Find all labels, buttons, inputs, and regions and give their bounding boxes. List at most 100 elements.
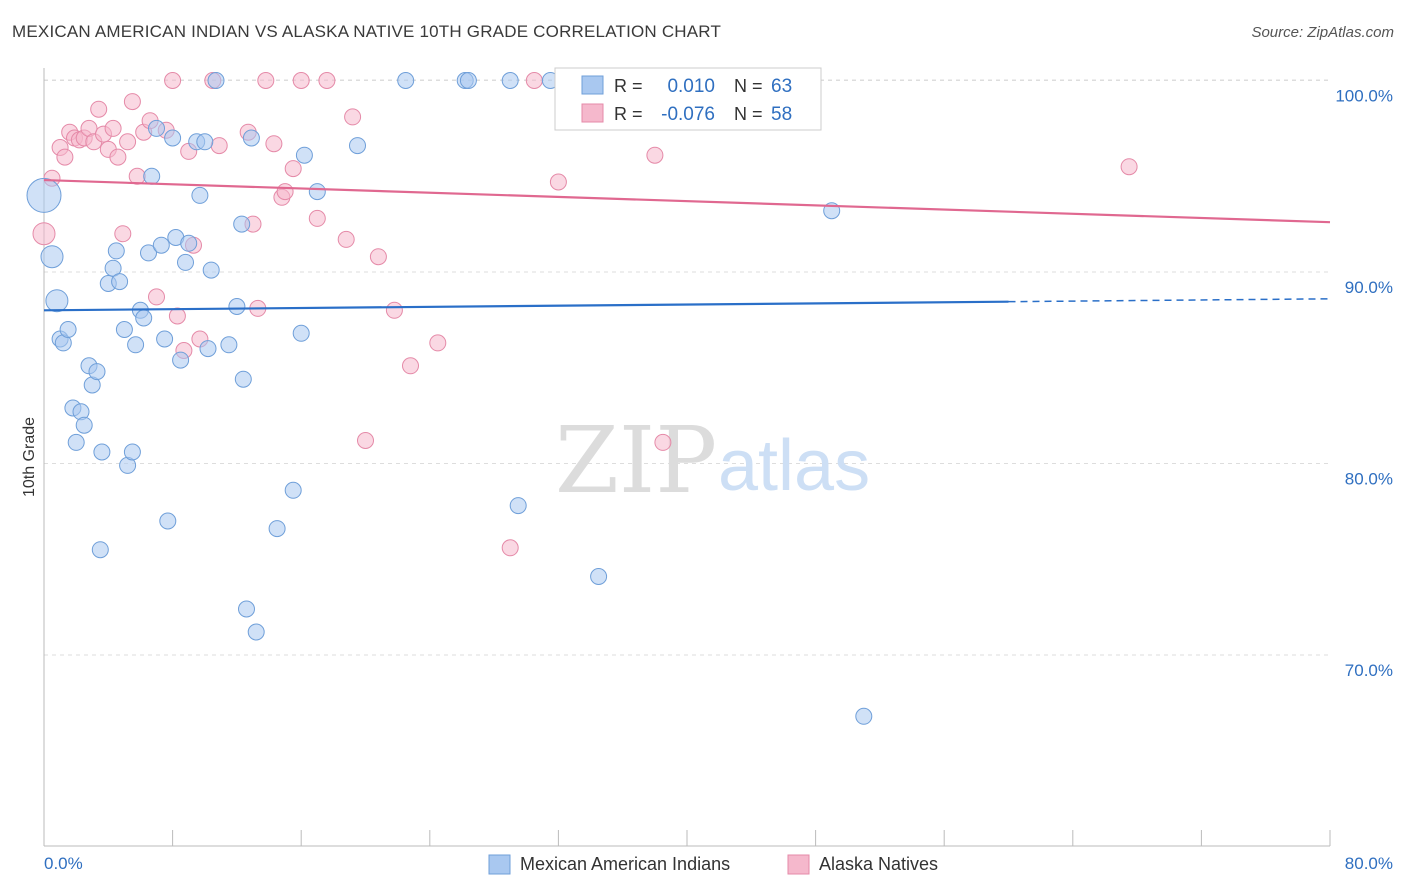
mexican-american-indians-point-17 xyxy=(107,242,125,260)
mexican-american-indians-point-37 xyxy=(191,186,209,204)
y-tick-labels: 70.0% 80.0% 90.0% 100.0% xyxy=(1335,87,1393,681)
mexican-american-indians-point-51 xyxy=(292,324,310,342)
alaska-natives-point-21 xyxy=(148,288,165,306)
y-tick-label-70: 70.0% xyxy=(1345,661,1393,680)
alaska-natives-point-23 xyxy=(164,72,182,89)
alaska-natives-point-44 xyxy=(357,432,374,449)
alaska-natives-trend-line xyxy=(43,178,1331,224)
alaska-natives-point-17 xyxy=(123,93,141,111)
mexican-american-indians-point-9 xyxy=(75,416,93,434)
stats-r-value-blue: 0.010 xyxy=(667,76,715,97)
alaska-natives-point-42 xyxy=(337,230,355,248)
mexican-american-indians-point-42 xyxy=(220,336,238,354)
mexican-american-indians-point-50 xyxy=(284,481,302,499)
y-tick-label-90: 90.0% xyxy=(1345,278,1393,297)
mexican-american-indians-point-27 xyxy=(148,119,165,137)
alaska-natives-point-24 xyxy=(168,307,186,325)
alaska-natives-point-57 xyxy=(1120,158,1138,176)
mexican-american-indians-point-44 xyxy=(233,215,251,233)
mexican-american-indians-point-59 xyxy=(509,497,527,515)
stats-r-label-blue: R = xyxy=(614,76,643,96)
mexican-american-indians-point-22 xyxy=(127,336,145,354)
mexican-american-indians-point-33 xyxy=(172,351,190,369)
mexican-american-indians-point-1 xyxy=(40,245,64,269)
legend-label-mexican-american-indians: Mexican American Indians xyxy=(520,854,730,874)
alaska-natives-point-40 xyxy=(308,209,326,227)
alaska-natives-point-3 xyxy=(56,148,74,166)
mexican-american-indians-point-57 xyxy=(459,72,477,89)
mexican-american-indians-point-13 xyxy=(91,541,109,559)
watermark-atlas: atlas xyxy=(718,426,870,506)
mexican-american-indians-point-7 xyxy=(67,433,85,451)
mexican-american-indians-point-0 xyxy=(26,177,62,213)
mexican-american-indians-point-24 xyxy=(135,309,153,327)
source-label: Source: ZipAtlas.com xyxy=(1251,24,1394,41)
y-tick-label-100: 100.0% xyxy=(1335,87,1393,106)
mexican-american-indians-point-40 xyxy=(202,261,220,279)
alaska-natives-point-41 xyxy=(318,72,336,89)
mexican-american-indians-point-58 xyxy=(501,72,519,89)
alaska-natives-point-49 xyxy=(501,539,519,557)
x-tick-label-min: 0.0% xyxy=(44,854,83,873)
alaska-natives-point-50 xyxy=(525,72,543,89)
y-axis-label: 10th Grade xyxy=(21,417,38,497)
alaska-natives-point-15 xyxy=(114,225,132,243)
mexican-american-indians-point-55 xyxy=(397,72,415,89)
mexican-american-indians-point-54 xyxy=(349,137,366,155)
alaska-natives-point-46 xyxy=(385,301,403,319)
alaska-natives-point-48 xyxy=(429,334,447,352)
mexican-american-indians-point-26 xyxy=(143,167,161,185)
mexican-american-indians-point-34 xyxy=(177,253,194,271)
mexican-american-indians-point-29 xyxy=(156,330,174,348)
legend-swatch-mexican-american-indians[interactable] xyxy=(488,854,511,875)
mexican-american-indians-point-52 xyxy=(295,146,313,164)
mexican-american-indians-point-49 xyxy=(268,520,286,538)
mexican-american-indians-point-18 xyxy=(111,273,129,291)
mexican-american-indians-point-38 xyxy=(196,133,214,151)
alaska-natives-point-30 xyxy=(210,137,228,155)
mexican-american-indians-point-35 xyxy=(180,234,198,252)
alaska-natives-point-43 xyxy=(344,108,362,126)
stats-n-value-pink: 58 xyxy=(771,104,792,125)
stats-legend: R = 0.010 N = 63 R = -0.076 N = 58 xyxy=(554,67,822,131)
mexican-american-indians-point-41 xyxy=(207,72,225,89)
mexican-american-indians-point-30 xyxy=(159,512,177,530)
bottom-legend: Mexican American Indians Alaska Natives xyxy=(488,854,938,875)
mexican-american-indians-point-45 xyxy=(234,370,252,388)
alaska-natives-point-35 xyxy=(265,135,283,153)
mexican-american-indians-point-31 xyxy=(164,129,182,147)
alaska-natives-point-38 xyxy=(284,160,302,178)
alaska-natives-point-53 xyxy=(654,433,672,451)
stats-n-label-blue: N = xyxy=(734,76,763,96)
alaska-natives-point-47 xyxy=(402,357,419,375)
mexican-american-indians-point-12 xyxy=(88,363,106,381)
alaska-natives-point-16 xyxy=(119,133,137,151)
stats-legend-swatch-blue xyxy=(581,75,604,95)
mexican-american-indians-point-39 xyxy=(199,340,217,358)
mexican-american-indians-point-25 xyxy=(140,244,157,262)
stats-legend-swatch-pink xyxy=(581,103,604,123)
chart-title: MEXICAN AMERICAN INDIAN VS ALASKA NATIVE… xyxy=(12,22,722,41)
mexican-american-indians-point-48 xyxy=(247,623,265,641)
mexican-american-indians-point-2 xyxy=(45,289,69,313)
mexican-american-indians-trend-extension xyxy=(1008,298,1331,303)
alaska-natives-point-45 xyxy=(369,248,387,266)
legend-swatch-alaska-natives[interactable] xyxy=(787,854,810,875)
alaska-natives-point-51 xyxy=(549,173,567,191)
alaska-natives-point-39 xyxy=(292,72,310,89)
x-tick-label-max: 80.0% xyxy=(1345,854,1393,873)
mexican-american-indians-point-47 xyxy=(242,129,260,147)
mexican-american-indians-point-19 xyxy=(115,321,133,338)
alaska-natives-point-34 xyxy=(257,72,275,89)
data-points xyxy=(26,72,1138,725)
alaska-natives-point-10 xyxy=(90,100,108,118)
mexican-american-indians-point-43 xyxy=(228,298,246,315)
alaska-natives-point-14 xyxy=(109,148,127,166)
mexican-american-indians-point-61 xyxy=(590,568,608,585)
alaska-natives-point-13 xyxy=(104,119,122,137)
stats-r-value-pink: -0.076 xyxy=(661,104,715,125)
mexican-american-indians-point-21 xyxy=(123,443,141,461)
watermark-zip: ZIP xyxy=(555,407,717,514)
y-tick-label-80: 80.0% xyxy=(1345,470,1393,489)
